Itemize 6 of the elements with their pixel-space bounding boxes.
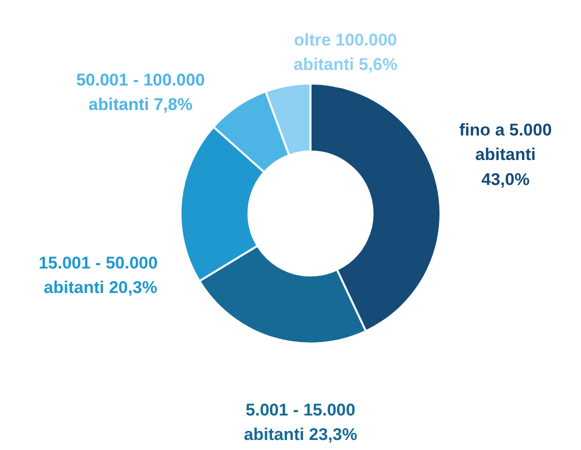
data-label: 43,0% (481, 170, 530, 189)
slice-label: 15.001 - 50.000 abitanti 20,3% (38, 254, 158, 298)
slice-label: oltre 100.000 abitanti 5,6% (294, 30, 398, 74)
slice-label: 5.001 - 15.000 abitanti 23,3% (244, 400, 358, 444)
slice-label: fino a 5.000 abitanti (459, 120, 552, 164)
slice-label: 50.001 - 100.000 abitanti 7,8% (76, 70, 205, 114)
